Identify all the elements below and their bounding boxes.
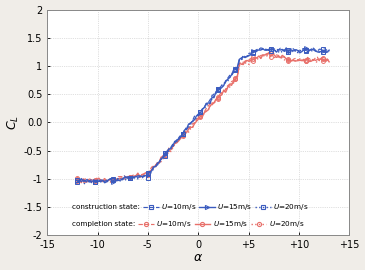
X-axis label: α: α xyxy=(194,251,202,264)
Legend: construction state:, $U$=10m/s, $U$=15m/s, $U$=20m/s: construction state:, $U$=10m/s, $U$=15m/… xyxy=(54,202,309,212)
Y-axis label: $C_L$: $C_L$ xyxy=(5,115,21,130)
